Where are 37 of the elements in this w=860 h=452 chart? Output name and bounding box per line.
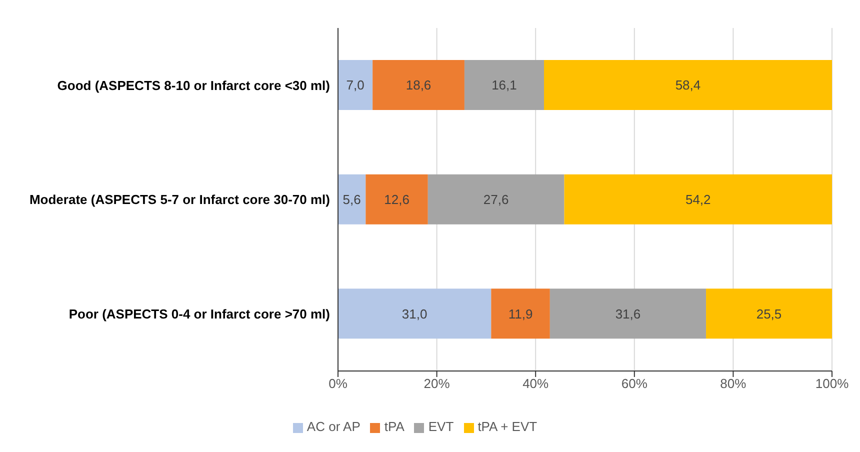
y-tick-label: Moderate (ASPECTS 5-7 or Infarct core 30-70 ml) <box>29 192 330 208</box>
bar <box>706 288 832 339</box>
data-label: 27,6 <box>483 192 509 207</box>
bar <box>491 288 550 339</box>
x-tick-label: 100% <box>815 376 850 392</box>
y-tick-label: Poor (ASPECTS 0-4 or Infarct core >70 ml) <box>68 306 330 322</box>
legend-label: tPA + EVT <box>478 419 538 434</box>
data-label: 11,9 <box>508 306 533 322</box>
x-tick-label: 60% <box>621 376 648 392</box>
bar <box>372 60 464 110</box>
bar <box>338 60 373 110</box>
data-label: 7,0 <box>346 78 364 93</box>
data-label: 16,1 <box>492 78 517 93</box>
x-tick-label: 20% <box>424 376 450 392</box>
bar <box>366 174 428 224</box>
legend-label: AC or AP <box>306 419 360 434</box>
bar <box>464 60 544 110</box>
legend-label: EVT <box>428 419 454 434</box>
data-label: 31,6 <box>615 306 641 322</box>
bar <box>428 174 564 224</box>
data-label: 12,6 <box>384 192 410 207</box>
bar <box>544 60 832 110</box>
data-label: 5,6 <box>342 192 361 207</box>
data-label: 31,0 <box>402 306 428 322</box>
bar <box>550 288 706 339</box>
bar <box>338 174 366 224</box>
data-label: 54,2 <box>685 192 711 207</box>
data-label: 25,5 <box>756 306 782 322</box>
x-tick-label: 40% <box>522 376 550 392</box>
data-label: 58,4 <box>675 78 701 93</box>
bar <box>338 288 492 339</box>
bar <box>564 174 832 224</box>
x-tick-label: 80% <box>720 376 747 392</box>
data-label: 18,6 <box>406 78 432 93</box>
y-tick-label: Good (ASPECTS 8-10 or Infarct core <30 ml) <box>57 78 330 93</box>
legend-label: tPA <box>384 419 404 434</box>
x-tick-label: 0% <box>328 376 348 392</box>
